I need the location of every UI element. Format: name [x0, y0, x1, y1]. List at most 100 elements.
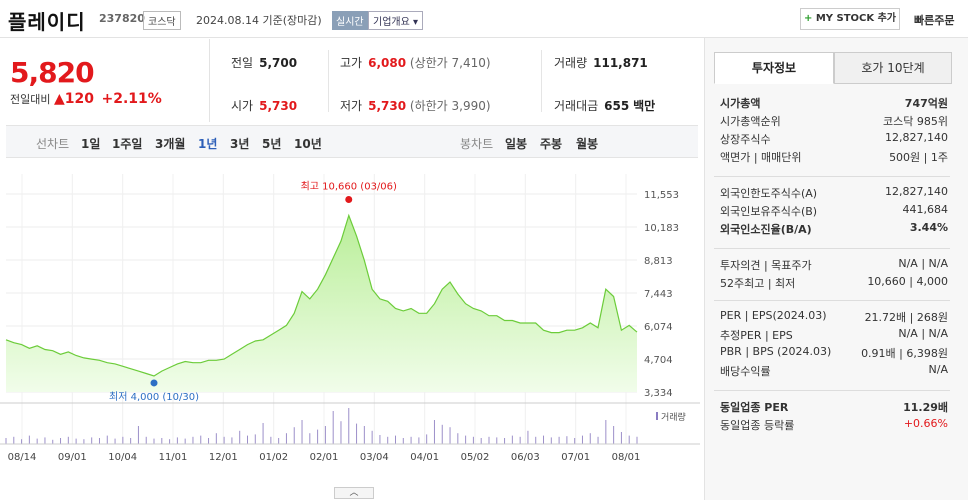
info-row: 배당수익률 N/A	[720, 363, 948, 379]
info-row: 외국인소진율(B/A) 3.44%	[720, 221, 948, 237]
info-row: 52주최고 | 최저 10,660 | 4,000	[720, 275, 948, 291]
plus-icon: +	[803, 13, 813, 24]
low-price: 저가 5,730 (하한가 3,990)	[340, 99, 491, 113]
info-row-key: 시가총액	[720, 97, 761, 110]
y-tick-label: 10,183	[644, 223, 679, 234]
candle-chart-label: 봉차트	[460, 137, 494, 151]
up-triangle-icon: ▲	[53, 91, 65, 107]
stock-name: 플레이디	[8, 10, 86, 34]
volume-legend-swatch	[656, 412, 658, 420]
info-row-value: 12,827,140	[885, 131, 948, 144]
add-mystock-button[interactable]: + MY STOCK 추가	[800, 8, 900, 30]
line-chart-label: 선차트	[36, 137, 70, 151]
y-tick-label: 11,553	[644, 190, 679, 201]
x-tick-label: 01/02	[259, 452, 288, 463]
current-price: 5,820	[10, 56, 95, 89]
y-tick-label: 7,443	[644, 289, 673, 300]
x-tick-label: 04/01	[410, 452, 439, 463]
period-1y[interactable]: 1년	[198, 137, 218, 151]
min-marker	[150, 379, 158, 387]
volume-legend: 거래량	[661, 411, 686, 423]
info-row-value: 441,684	[902, 203, 949, 216]
candle-weekly[interactable]: 주봉	[540, 137, 563, 151]
divider	[714, 176, 950, 177]
info-row: 시가총액 747억원	[720, 95, 948, 111]
realtime-badge[interactable]: 실시간	[332, 11, 368, 30]
info-row-key: 시가총액순위	[720, 115, 781, 128]
info-row-key: 추정PER | EPS	[720, 329, 793, 342]
info-row-value: N/A | N/A	[898, 327, 948, 340]
info-row-key: 외국인소진율(B/A)	[720, 223, 812, 236]
info-row-value: 0.91배 | 6,398원	[861, 347, 948, 360]
x-tick-label: 05/02	[461, 452, 490, 463]
info-row-key: 동일업종 등락률	[720, 419, 795, 432]
info-row: 외국인한도주식수(A) 12,827,140	[720, 185, 948, 201]
x-tick-label: 12/01	[209, 452, 238, 463]
volume: 거래량 111,871	[554, 56, 648, 70]
info-row-value: N/A | N/A	[898, 257, 948, 270]
x-tick-label: 03/04	[360, 452, 389, 463]
info-panel	[704, 38, 968, 500]
info-row: PBR | BPS (2024.03) 0.91배 | 6,398원	[720, 345, 948, 361]
max-marker	[345, 196, 353, 204]
info-row-value: 11.29배	[903, 401, 948, 414]
company-overview-dropdown[interactable]: 기업개요 ▾	[368, 11, 424, 30]
info-row: PER | EPS(2024.03) 21.72배 | 268원	[720, 309, 948, 325]
info-row: 동일업종 등락률 +0.66%	[720, 417, 948, 433]
x-tick-label: 09/01	[58, 452, 87, 463]
x-tick-label: 08/14	[8, 452, 37, 463]
info-row-value: 12,827,140	[885, 185, 948, 198]
tab-orderbook[interactable]: 호가 10단계	[834, 52, 952, 84]
tab-investment-info[interactable]: 투자정보	[714, 52, 834, 84]
info-row-key: 외국인보유주식수(B)	[720, 205, 818, 218]
y-tick-label: 8,813	[644, 256, 673, 267]
info-row: 투자의견 | 목표주가 N/A | N/A	[720, 257, 948, 273]
x-tick-label: 02/01	[310, 452, 339, 463]
period-3y[interactable]: 3년	[230, 137, 250, 151]
info-row-value: 21.72배 | 268원	[864, 311, 948, 324]
info-row-value: 3.44%	[909, 221, 948, 234]
info-row-key: 상장주식수	[720, 133, 771, 146]
max-label: 최고 10,660 (03/06)	[301, 181, 397, 193]
info-row: 상장주식수 12,827,140	[720, 131, 948, 147]
info-row-value: +0.66%	[903, 417, 948, 430]
period-10y[interactable]: 10년	[294, 137, 322, 151]
info-row-key: 투자의견 | 목표주가	[720, 259, 812, 272]
x-tick-label: 06/03	[511, 452, 540, 463]
y-tick-label: 6,074	[644, 322, 673, 333]
y-tick-label: 4,704	[644, 355, 673, 366]
min-label: 최저 4,000 (10/30)	[109, 391, 199, 403]
info-row-key: 액면가 | 매매단위	[720, 151, 802, 164]
info-row-key: 52주최고 | 최저	[720, 277, 796, 290]
price-area	[6, 215, 637, 392]
period-1w[interactable]: 1주일	[112, 137, 143, 151]
candle-monthly[interactable]: 월봉	[576, 137, 599, 151]
info-row-key: PBR | BPS (2024.03)	[720, 345, 832, 358]
info-row: 액면가 | 매매단위 500원 | 1주	[720, 149, 948, 165]
info-row: 시가총액순위 코스닥 985위	[720, 113, 948, 129]
period-1d[interactable]: 1일	[81, 137, 101, 151]
collapse-chart-button[interactable]: ︿	[334, 487, 374, 499]
info-row-value: 코스닥 985위	[883, 115, 948, 128]
period-5y[interactable]: 5년	[262, 137, 282, 151]
prev-close: 전일 5,700	[231, 56, 298, 70]
chart-period-bar: 선차트 1일 1주일 3개월 1년 3년 5년 10년 봉차트 일봉 주봉 월봉	[6, 125, 698, 158]
info-row-key: 배당수익률	[720, 365, 771, 378]
divider	[714, 248, 950, 249]
quick-order-link[interactable]: 빠른주문	[914, 14, 955, 27]
info-row: 동일업종 PER 11.29배	[720, 399, 948, 415]
info-row-key: 동일업종 PER	[720, 401, 789, 414]
divider	[714, 390, 950, 391]
stock-header: 플레이디 237820 코스닥 2024.08.14 기준(장마감) 실시간 기…	[0, 0, 968, 38]
info-row: 외국인보유주식수(B) 441,684	[720, 203, 948, 219]
divider	[714, 300, 950, 301]
candle-daily[interactable]: 일봉	[505, 137, 528, 151]
info-row-key: 외국인한도주식수(A)	[720, 187, 818, 200]
period-3m[interactable]: 3개월	[155, 137, 186, 151]
high-price: 고가 6,080 (상한가 7,410)	[340, 56, 491, 70]
stock-code: 237820	[99, 12, 145, 25]
price-change: 전일대비 ▲120 +2.11%	[10, 91, 162, 107]
price-chart: 11,553 10,183 8,813 7,443 6,074 4,704 3,334 최고 …	[0, 174, 700, 463]
info-row-value: N/A	[928, 363, 948, 376]
x-tick-label: 10/04	[108, 452, 137, 463]
